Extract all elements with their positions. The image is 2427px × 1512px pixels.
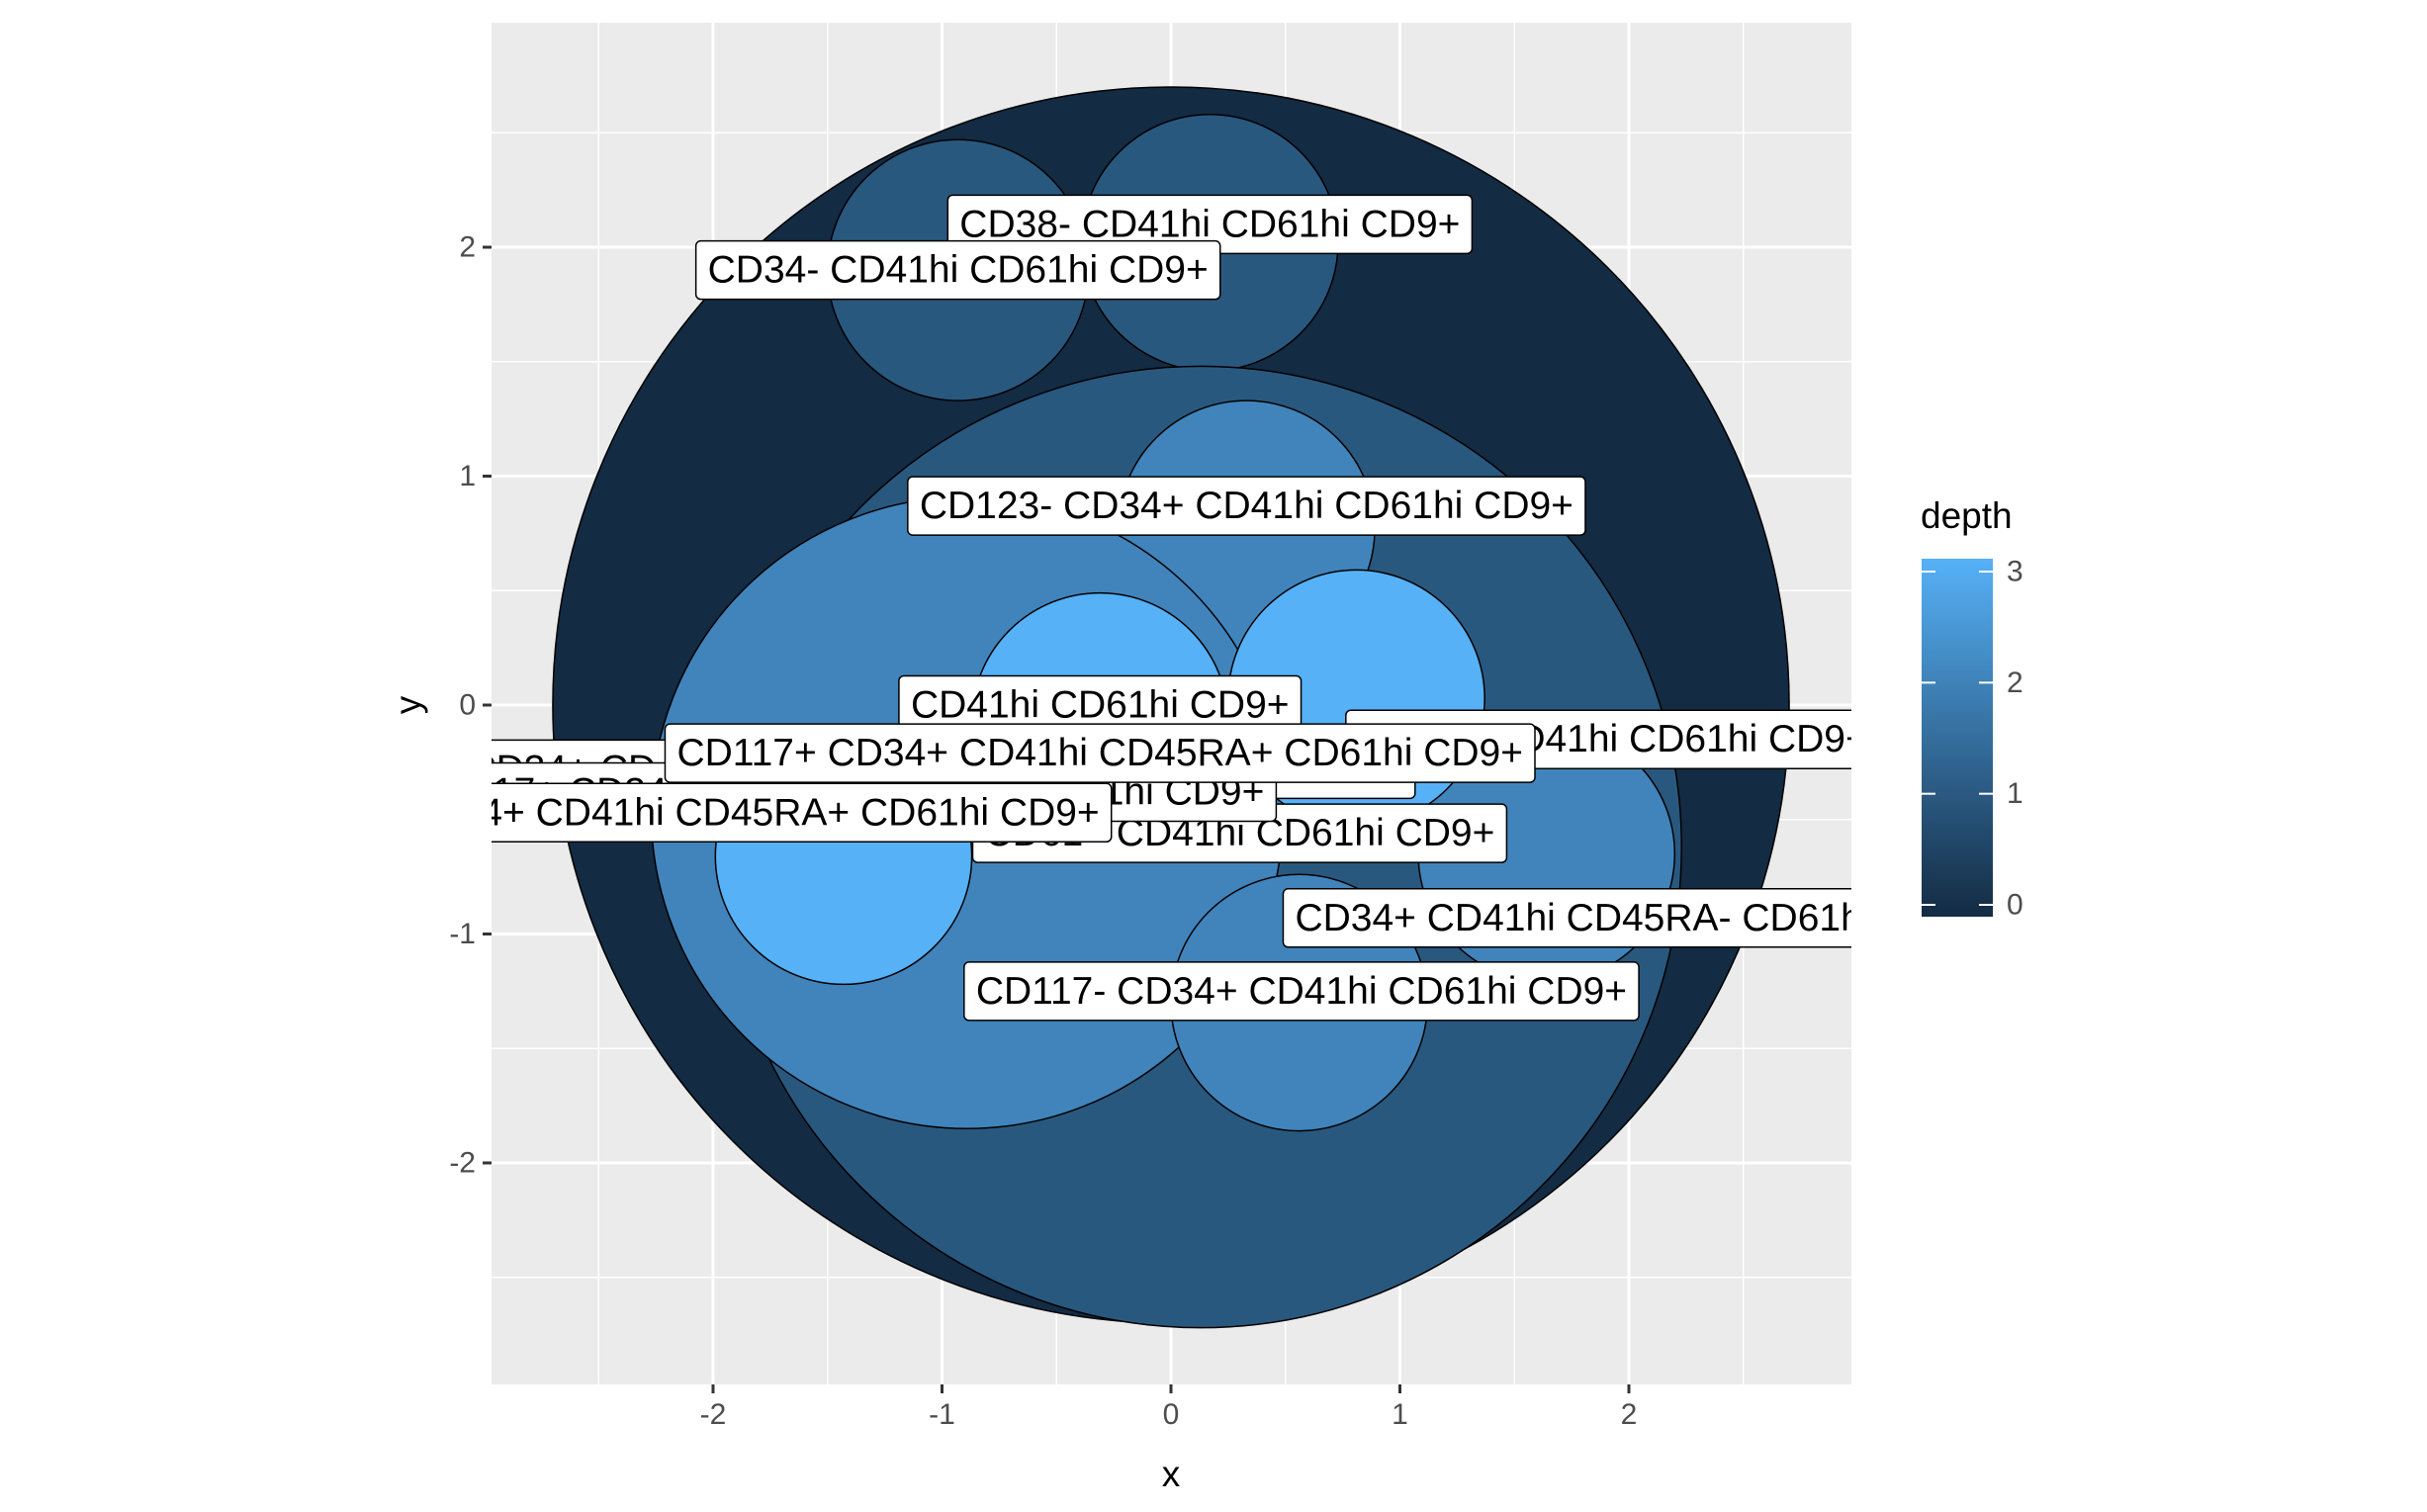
label-box	[664, 723, 1536, 783]
x-tick-label: 2	[1621, 1398, 1638, 1431]
x-tick-label: -1	[929, 1398, 955, 1431]
legend: depth 0 1 2 3	[1921, 495, 2023, 922]
x-tick-label: 1	[1392, 1398, 1408, 1431]
legend-colorbar	[1922, 559, 1993, 917]
legend-title: depth	[1921, 495, 2013, 536]
x-axis: -2 -1 0 1 2	[700, 1384, 1638, 1431]
y-tick-label: -1	[449, 918, 476, 950]
label-text: CD117+ CD34+ CD41hi CD45RA+ CD61hi CD9+	[253, 791, 1100, 834]
label-box	[492, 782, 1113, 844]
x-tick-label: 0	[1163, 1398, 1180, 1431]
x-tick-label: -2	[700, 1398, 727, 1431]
label-text: CD38- CD41hi CD61hi CD9+	[959, 203, 1460, 245]
label-text: CD34+ CD41hi CD45RA- CD61hi CD9+	[1295, 897, 1981, 939]
y-axis: -2 -1 0 1 2	[449, 231, 492, 1180]
y-axis-title: y	[388, 695, 428, 714]
legend-break-label: 2	[2007, 667, 2023, 699]
circle-labels: CD38- CD41hi CD61hi CD9+CD34- CD41hi CD6…	[253, 194, 1981, 1022]
label-text: CD41hi CD61hi CD9+	[911, 684, 1290, 727]
y-tick-label: 2	[459, 231, 476, 264]
y-tick-label: 1	[459, 460, 476, 492]
circle-label: CD38- CD41hi CD61hi CD9+	[946, 194, 1474, 255]
circle-label: CD117+ CD34+ CD41hi CD45RA+ CD61hi CD9+	[664, 723, 1536, 783]
y-tick-label: 0	[459, 689, 476, 722]
label-text: CD117- CD34+ CD41hi CD61hi CD9+	[976, 970, 1627, 1013]
legend-break-label: 3	[2007, 556, 2023, 588]
circle-label: CD117+ CD34+ CD41hi CD45RA+ CD61hi CD9+	[253, 782, 1113, 844]
label-box	[1282, 888, 1851, 948]
x-axis-title: x	[1162, 1454, 1181, 1494]
circle-label: CD34- CD41hi CD61hi CD9+	[694, 239, 1221, 301]
label-text: CD117+ CD34+ CD41hi CD45RA+ CD61hi CD9+	[676, 732, 1523, 774]
label-box	[963, 961, 1640, 1022]
circle-label: CD41hi CD61hi CD9+	[898, 674, 1303, 736]
legend-break-label: 0	[2007, 889, 2023, 922]
legend-ticks: 0 1 2 3	[1922, 556, 2023, 922]
y-tick-label: -2	[449, 1147, 476, 1180]
label-text: CD123- CD34+ CD41hi CD61hi CD9+	[920, 485, 1573, 527]
label-text: CD34- CD41hi CD61hi CD9+	[708, 249, 1209, 292]
circle-label: CD34+ CD41hi CD45RA- CD61hi CD9+	[1282, 888, 1981, 948]
circle-label: CD123- CD34+ CD41hi CD61hi CD9+	[907, 476, 1586, 536]
legend-break-label: 1	[2007, 777, 2023, 810]
circle-label: CD117- CD34+ CD41hi CD61hi CD9+	[963, 961, 1640, 1022]
label-box	[694, 239, 1221, 301]
label-box	[907, 476, 1586, 536]
